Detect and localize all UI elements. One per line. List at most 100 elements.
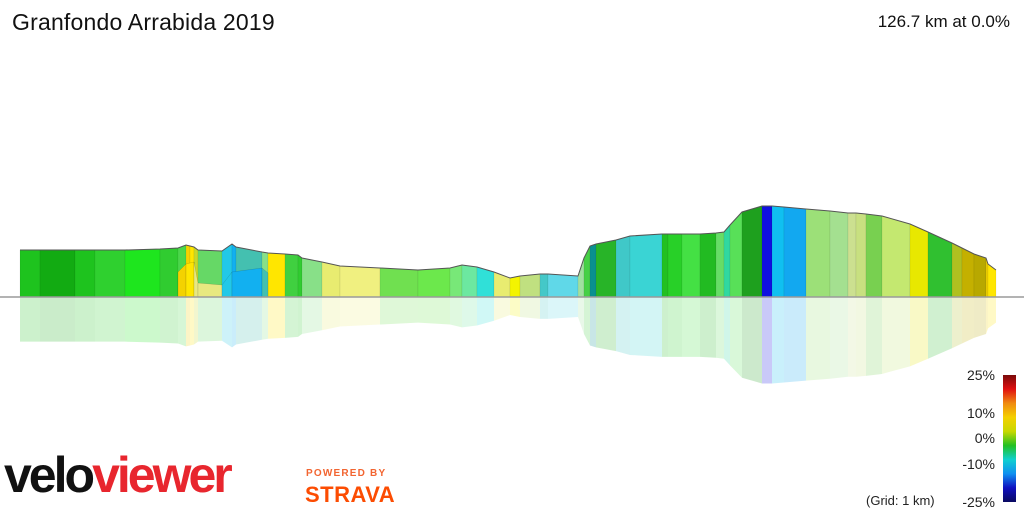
- profile-reflection-segment: [494, 297, 510, 321]
- profile-segment[interactable]: [39, 249, 76, 298]
- profile-reflection-segment: [772, 297, 784, 384]
- profile-segment[interactable]: [729, 211, 743, 298]
- profile-segment[interactable]: [231, 267, 263, 298]
- profile-bars: [19, 205, 997, 298]
- profile-segment[interactable]: [185, 261, 195, 298]
- profile-segment[interactable]: [715, 231, 725, 298]
- profile-segment[interactable]: [973, 253, 987, 298]
- profile-reflection-segment: [450, 297, 462, 328]
- profile-segment[interactable]: [629, 233, 663, 298]
- profile-reflection-segment: [232, 297, 236, 348]
- profile-reflection-segment: [298, 297, 302, 337]
- profile-reflection-segment: [882, 297, 910, 374]
- profile-segment[interactable]: [261, 267, 269, 298]
- profile-reflection-segment: [40, 297, 75, 342]
- profile-reflection-segment: [700, 297, 716, 358]
- profile-segment[interactable]: [805, 208, 831, 298]
- profile-segment[interactable]: [539, 273, 549, 298]
- profile-reflection-segment: [125, 297, 160, 343]
- profile-segment[interactable]: [197, 282, 223, 298]
- profile-segment[interactable]: [74, 249, 96, 298]
- profile-segment[interactable]: [577, 257, 585, 298]
- profile-segment[interactable]: [855, 212, 867, 298]
- profile-segment[interactable]: [461, 264, 478, 298]
- profile-segment[interactable]: [301, 257, 323, 298]
- profile-reflection-segment: [20, 297, 40, 342]
- profile-segment[interactable]: [783, 206, 807, 298]
- profile-segment[interactable]: [449, 264, 463, 298]
- route-summary: 126.7 km at 0.0%: [877, 12, 1010, 31]
- profile-reflection-segment: [952, 297, 962, 349]
- profile-segment[interactable]: [909, 223, 929, 298]
- profile-reflection-segment: [190, 297, 194, 346]
- profile-reflection: [20, 297, 996, 384]
- gradient-legend-bar: [1003, 375, 1016, 502]
- profile-segment[interactable]: [661, 233, 669, 298]
- profile-segment[interactable]: [321, 261, 341, 298]
- profile-segment[interactable]: [547, 273, 579, 298]
- profile-reflection-segment: [848, 297, 856, 377]
- profile-segment[interactable]: [297, 254, 303, 298]
- profile-segment[interactable]: [509, 275, 521, 298]
- strava-logo[interactable]: STRAVA: [305, 482, 396, 507]
- profile-segment[interactable]: [339, 265, 381, 298]
- profile-segment[interactable]: [615, 235, 631, 298]
- profile-segment[interactable]: [699, 232, 717, 298]
- profile-segment[interactable]: [519, 273, 541, 298]
- profile-reflection-segment: [596, 297, 616, 352]
- profile-segment[interactable]: [951, 242, 963, 298]
- profile-segment[interactable]: [829, 210, 849, 298]
- profile-segment[interactable]: [881, 215, 911, 298]
- profile-segment[interactable]: [159, 247, 179, 298]
- profile-segment[interactable]: [589, 243, 597, 298]
- profile-reflection-segment: [236, 297, 262, 345]
- profile-segment[interactable]: [379, 267, 419, 298]
- veloviewer-logo[interactable]: veloviewer: [4, 447, 233, 503]
- profile-segment[interactable]: [961, 247, 975, 298]
- profile-reflection-segment: [268, 297, 285, 339]
- profile-reflection-segment: [668, 297, 682, 357]
- profile-segment[interactable]: [771, 205, 785, 298]
- legend-label-minus-25: -25%: [962, 494, 995, 510]
- profile-reflection-segment: [590, 297, 596, 348]
- profile-reflection-segment: [540, 297, 548, 319]
- profile-segment[interactable]: [417, 267, 451, 298]
- profile-reflection-segment: [988, 297, 996, 329]
- profile-reflection-segment: [584, 297, 590, 346]
- legend-label-minus-10: -10%: [962, 456, 995, 472]
- profile-segment[interactable]: [284, 253, 299, 298]
- profile-segment[interactable]: [865, 213, 883, 298]
- profile-reflection-segment: [462, 297, 477, 328]
- profile-segment[interactable]: [723, 224, 731, 298]
- profile-segment[interactable]: [267, 252, 286, 298]
- profile-reflection-segment: [730, 297, 742, 378]
- profile-reflection-segment: [630, 297, 662, 357]
- grid-note: (Grid: 1 km): [866, 493, 935, 508]
- profile-reflection-segment: [910, 297, 928, 367]
- profile-reflection-segment: [75, 297, 95, 342]
- profile-segment[interactable]: [761, 205, 773, 298]
- profile-reflection-segment: [616, 297, 630, 355]
- profile-outline: [20, 205, 997, 279]
- profile-reflection-segment: [806, 297, 830, 381]
- profile-segment[interactable]: [681, 233, 701, 298]
- profile-reflection-segment: [520, 297, 540, 319]
- profile-segment[interactable]: [847, 212, 857, 298]
- profile-reflection-segment: [322, 297, 340, 331]
- profile-reflection-segment: [962, 297, 974, 344]
- profile-segment[interactable]: [741, 205, 763, 298]
- profile-segment[interactable]: [19, 249, 41, 298]
- profile-reflection-segment: [928, 297, 952, 359]
- profile-reflection-segment: [724, 297, 730, 366]
- profile-segment[interactable]: [124, 248, 161, 298]
- profile-segment[interactable]: [595, 239, 617, 298]
- profile-segment[interactable]: [667, 233, 683, 298]
- profile-segment[interactable]: [493, 271, 511, 298]
- powered-by-label: POWERED BY: [306, 468, 387, 479]
- profile-reflection-segment: [198, 297, 222, 342]
- profile-reflection-segment: [418, 297, 450, 325]
- profile-segment[interactable]: [94, 249, 126, 298]
- profile-segment[interactable]: [583, 245, 591, 298]
- profile-reflection-segment: [830, 297, 848, 379]
